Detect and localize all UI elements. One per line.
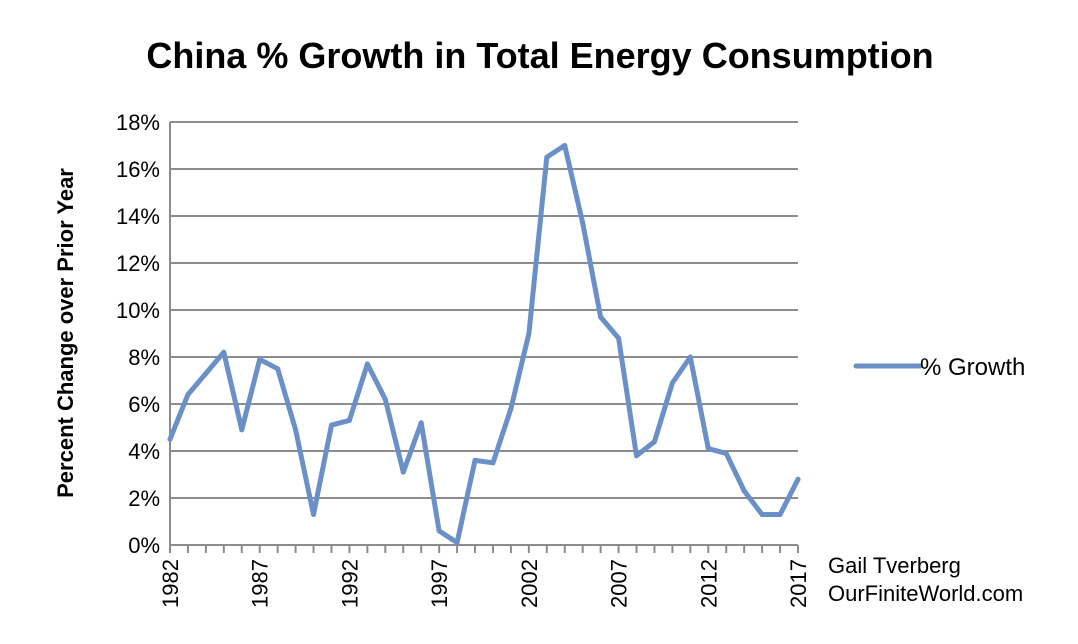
data-point	[687, 354, 693, 360]
x-tick-label: 1987	[248, 559, 273, 608]
x-tick-label: 2012	[696, 559, 721, 608]
data-point	[364, 361, 370, 367]
y-tick-label: 12%	[116, 251, 160, 276]
credit-author: Gail Tverberg	[828, 553, 961, 578]
data-point	[472, 457, 478, 463]
y-tick-label: 14%	[116, 204, 160, 229]
x-tick-label: 2002	[517, 559, 542, 608]
series-line-growth	[167, 143, 801, 546]
x-tick-label: 1997	[427, 559, 452, 608]
data-point	[669, 380, 675, 386]
data-point	[185, 392, 191, 398]
x-tick-label: 1982	[158, 559, 183, 608]
data-point	[275, 366, 281, 372]
data-point	[346, 417, 352, 423]
data-point	[239, 427, 245, 433]
y-tick-label: 2%	[128, 486, 160, 511]
data-point	[723, 450, 729, 456]
data-point	[526, 331, 532, 336]
data-point	[436, 528, 442, 534]
y-tick-label: 4%	[128, 439, 160, 464]
data-point	[167, 436, 173, 442]
data-point	[634, 453, 640, 459]
data-point	[544, 154, 550, 160]
y-tick-label: 8%	[128, 345, 160, 370]
data-point	[490, 460, 496, 466]
data-point	[616, 335, 622, 341]
data-point	[759, 511, 765, 517]
data-point	[257, 356, 263, 362]
data-point	[598, 314, 604, 320]
x-tick-label: 2007	[607, 559, 632, 608]
data-point	[705, 446, 711, 452]
x-tick-label: 2017	[786, 559, 811, 608]
data-point	[382, 396, 388, 402]
data-point	[508, 406, 514, 412]
y-tick-label: 6%	[128, 392, 160, 417]
chart-title: China % Growth in Total Energy Consumpti…	[146, 35, 933, 76]
legend: % Growth	[853, 354, 1025, 381]
gridlines	[169, 121, 798, 546]
data-point	[777, 511, 783, 517]
y-tick-label: 16%	[116, 157, 160, 182]
data-point	[795, 476, 801, 482]
x-tick-label: 1992	[337, 559, 362, 608]
data-point	[562, 143, 568, 148]
data-point	[651, 439, 657, 445]
data-point	[400, 469, 406, 475]
data-point	[311, 511, 317, 517]
data-point	[418, 420, 424, 426]
data-point	[221, 349, 227, 355]
data-point	[580, 220, 586, 226]
y-tick-labels: 0% 2% 4% 6% 8% 10% 12% 14% 16% 18%	[116, 110, 160, 558]
data-point	[454, 540, 460, 546]
credit-website: OurFiniteWorld.com	[828, 581, 1023, 606]
y-axis-label: Percent Change over Prior Year	[53, 168, 78, 498]
data-point	[741, 488, 747, 494]
series-layer	[167, 143, 801, 546]
y-tick-label: 18%	[116, 110, 160, 135]
data-point	[328, 422, 334, 428]
y-tick-label: 10%	[116, 298, 160, 323]
legend-label: % Growth	[920, 354, 1025, 381]
data-point	[293, 427, 299, 433]
y-tick-label: 0%	[128, 533, 160, 558]
data-point	[203, 370, 209, 376]
x-ticks: 1982 1987 1992 1997 2002 2007 2012 2017	[158, 545, 811, 608]
